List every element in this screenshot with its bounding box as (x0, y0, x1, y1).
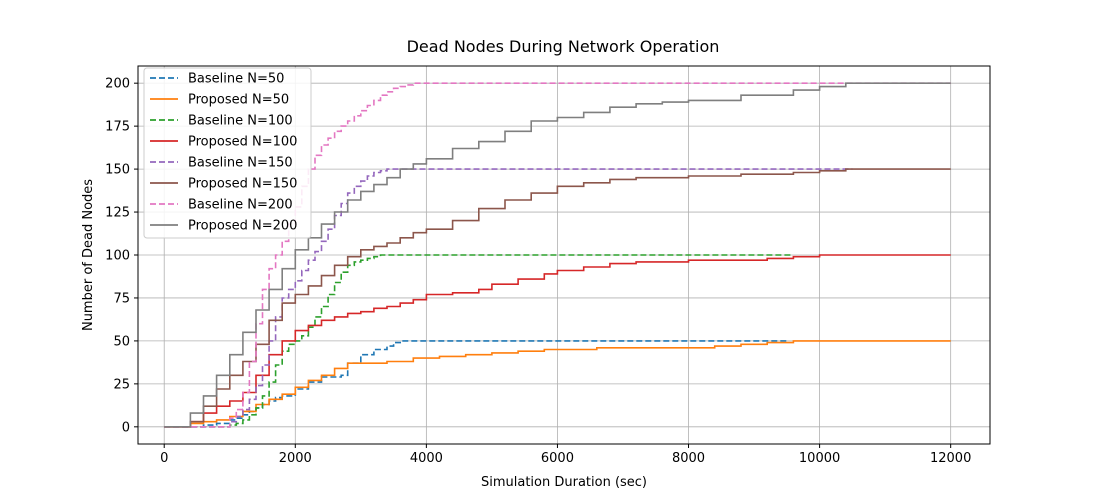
x-tick-label: 6000 (541, 451, 574, 466)
x-tick-label: 12000 (930, 451, 971, 466)
x-axis-ticks: 0 2000 4000 6000 8000 10000 12000 (160, 444, 971, 466)
legend-label: Baseline N=100 (188, 114, 293, 129)
legend-label: Baseline N=150 (188, 156, 293, 171)
series-line-8 (164, 82, 951, 428)
x-tick-label: 4000 (410, 451, 443, 466)
x-tick-label: 10000 (799, 451, 840, 466)
x-axis-label: Simulation Duration (sec) (481, 475, 647, 490)
y-axis-ticks: 0 25 50 75 100 125 150 175 200 (105, 77, 138, 435)
legend-label: Proposed N=150 (188, 177, 297, 192)
x-tick-label: 2000 (279, 451, 312, 466)
legend-label: Proposed N=200 (188, 219, 297, 234)
data-series (164, 82, 951, 428)
y-tick-label: 125 (105, 206, 130, 221)
x-tick-label: 0 (160, 451, 168, 466)
legend-label: Proposed N=100 (188, 135, 297, 150)
y-tick-label: 50 (113, 334, 130, 349)
y-tick-label: 100 (105, 249, 130, 264)
series-line-4 (164, 254, 951, 428)
legend: Baseline N=50 Proposed N=50 Baseline N=100… (143, 67, 312, 239)
y-axis-label: Number of Dead Nodes (81, 179, 96, 331)
chart-title: Dead Nodes During Network Operation (407, 37, 720, 56)
series-line-6 (164, 168, 951, 428)
legend-label: Baseline N=200 (188, 198, 293, 213)
y-tick-label: 75 (113, 291, 130, 306)
y-tick-label: 200 (105, 77, 130, 92)
y-tick-label: 25 (113, 377, 130, 392)
y-tick-label: 175 (105, 120, 130, 135)
x-tick-label: 8000 (672, 451, 705, 466)
plot-frame (137, 65, 991, 445)
series-line-5 (164, 168, 853, 428)
legend-box (143, 67, 312, 239)
y-tick-label: 150 (105, 163, 130, 178)
legend-label: Baseline N=50 (188, 72, 284, 87)
y-tick-label: 0 (122, 420, 130, 435)
legend-label: Proposed N=50 (188, 93, 289, 108)
series-line-7 (164, 82, 951, 428)
